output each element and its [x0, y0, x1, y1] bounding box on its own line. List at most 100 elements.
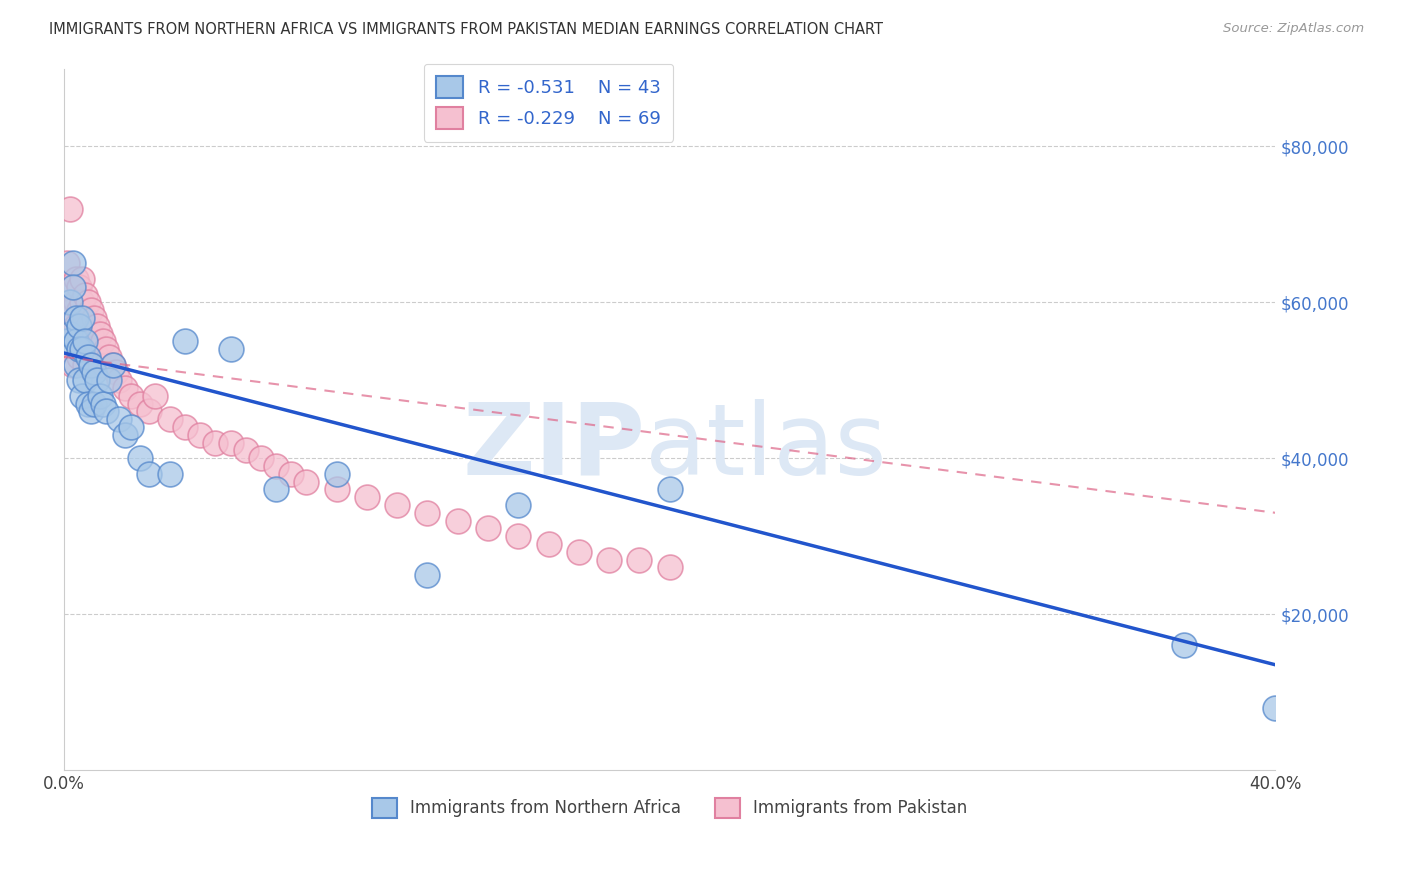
Point	[120, 420, 142, 434]
Point	[83, 342, 105, 356]
Point	[295, 475, 318, 489]
Point	[62, 303, 84, 318]
Point	[658, 483, 681, 497]
Point	[416, 506, 439, 520]
Point	[204, 435, 226, 450]
Point	[70, 295, 93, 310]
Point	[62, 279, 84, 293]
Point	[250, 451, 273, 466]
Point	[67, 279, 90, 293]
Text: Source: ZipAtlas.com: Source: ZipAtlas.com	[1223, 22, 1364, 36]
Text: ZIP: ZIP	[463, 399, 645, 496]
Point	[62, 358, 84, 372]
Point	[80, 358, 103, 372]
Point	[67, 350, 90, 364]
Point	[75, 358, 97, 372]
Point	[128, 451, 150, 466]
Point	[104, 366, 127, 380]
Point	[508, 498, 530, 512]
Point	[80, 326, 103, 341]
Point	[98, 373, 121, 387]
Point	[107, 412, 129, 426]
Point	[120, 389, 142, 403]
Point	[80, 303, 103, 318]
Point	[67, 373, 90, 387]
Point	[75, 334, 97, 349]
Point	[75, 287, 97, 301]
Point	[508, 529, 530, 543]
Point	[77, 295, 100, 310]
Point	[264, 458, 287, 473]
Point	[75, 334, 97, 349]
Point	[70, 310, 93, 325]
Point	[537, 537, 560, 551]
Text: atlas: atlas	[645, 399, 887, 496]
Point	[628, 552, 651, 566]
Point	[86, 350, 108, 364]
Point	[89, 358, 111, 372]
Point	[598, 552, 620, 566]
Point	[70, 342, 93, 356]
Point	[86, 318, 108, 333]
Point	[114, 381, 136, 395]
Text: IMMIGRANTS FROM NORTHERN AFRICA VS IMMIGRANTS FROM PAKISTAN MEDIAN EARNINGS CORR: IMMIGRANTS FROM NORTHERN AFRICA VS IMMIG…	[49, 22, 883, 37]
Point	[80, 404, 103, 418]
Point	[56, 256, 79, 270]
Point	[59, 326, 82, 341]
Point	[62, 326, 84, 341]
Point	[89, 389, 111, 403]
Point	[65, 334, 87, 349]
Point	[477, 521, 499, 535]
Point	[89, 326, 111, 341]
Point	[159, 467, 181, 481]
Point	[96, 404, 118, 418]
Legend: Immigrants from Northern Africa, Immigrants from Pakistan: Immigrants from Northern Africa, Immigra…	[366, 791, 974, 825]
Point	[77, 397, 100, 411]
Point	[59, 202, 82, 216]
Point	[65, 318, 87, 333]
Point	[93, 397, 115, 411]
Point	[59, 295, 82, 310]
Point	[101, 358, 124, 372]
Point	[67, 318, 90, 333]
Point	[128, 397, 150, 411]
Point	[568, 545, 591, 559]
Point	[1173, 638, 1195, 652]
Point	[83, 310, 105, 325]
Point	[75, 310, 97, 325]
Point	[86, 373, 108, 387]
Point	[356, 490, 378, 504]
Point	[235, 443, 257, 458]
Point	[59, 326, 82, 341]
Point	[75, 373, 97, 387]
Point	[174, 334, 197, 349]
Point	[56, 334, 79, 349]
Point	[96, 342, 118, 356]
Point	[70, 342, 93, 356]
Point	[264, 483, 287, 497]
Point	[188, 427, 211, 442]
Point	[98, 350, 121, 364]
Point	[67, 326, 90, 341]
Point	[67, 342, 90, 356]
Point	[114, 427, 136, 442]
Point	[83, 397, 105, 411]
Point	[77, 318, 100, 333]
Point	[658, 560, 681, 574]
Point	[138, 467, 160, 481]
Point	[159, 412, 181, 426]
Point	[138, 404, 160, 418]
Point	[447, 514, 470, 528]
Point	[385, 498, 408, 512]
Point	[83, 366, 105, 380]
Point	[219, 342, 242, 356]
Point	[59, 295, 82, 310]
Point	[1264, 700, 1286, 714]
Point	[325, 467, 347, 481]
Point	[70, 318, 93, 333]
Point	[62, 279, 84, 293]
Point	[107, 373, 129, 387]
Point	[65, 358, 87, 372]
Point	[77, 350, 100, 364]
Point	[67, 303, 90, 318]
